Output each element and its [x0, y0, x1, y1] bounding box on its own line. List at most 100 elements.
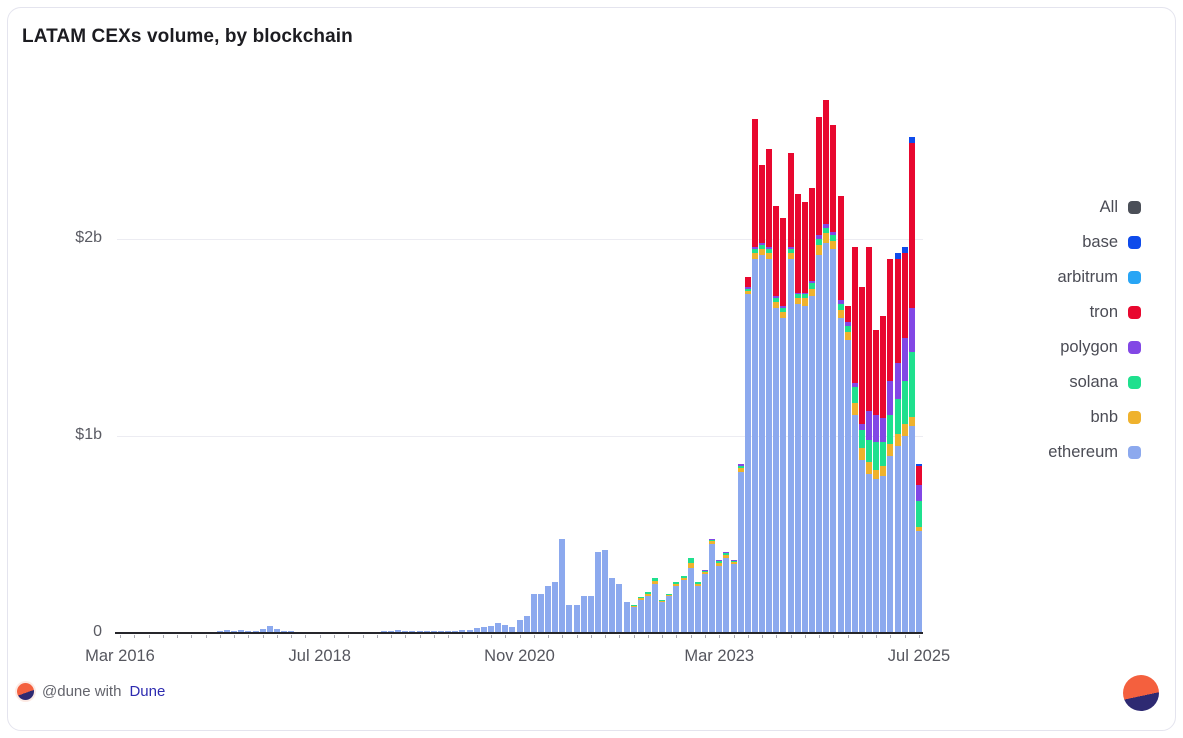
solana-segment	[630, 605, 637, 607]
bar-month-61[interactable]	[552, 581, 559, 633]
bar-month-14[interactable]	[216, 630, 223, 633]
bar-month-87[interactable]	[737, 463, 744, 633]
bar-month-56[interactable]	[516, 619, 523, 633]
bar-month-74[interactable]	[644, 591, 651, 633]
bar-month-86[interactable]	[730, 560, 737, 633]
bar-month-79[interactable]	[680, 575, 687, 633]
bar-month-63[interactable]	[566, 605, 573, 633]
bar-month-104[interactable]	[858, 286, 865, 633]
bar-month-20[interactable]	[259, 629, 266, 633]
bar-month-78[interactable]	[673, 581, 680, 633]
bar-month-101[interactable]	[837, 196, 844, 633]
bar-month-38[interactable]	[388, 630, 395, 633]
bar-month-59[interactable]	[537, 593, 544, 633]
bar-month-22[interactable]	[273, 628, 280, 633]
bar-month-39[interactable]	[395, 630, 402, 633]
bar-month-108[interactable]	[887, 259, 894, 633]
legend-item-tron[interactable]: tron	[1048, 295, 1141, 330]
bar-month-109[interactable]	[894, 253, 901, 633]
bar-month-98[interactable]	[816, 117, 823, 633]
bar-month-47[interactable]	[452, 630, 459, 633]
bar-month-68[interactable]	[602, 550, 609, 633]
bar-month-70[interactable]	[616, 583, 623, 633]
dune-link[interactable]: Dune	[129, 683, 166, 700]
bar-month-64[interactable]	[573, 605, 580, 633]
bnb-segment	[816, 245, 823, 256]
legend-item-arbitrum[interactable]: arbitrum	[1048, 260, 1141, 295]
tron-segment	[787, 152, 794, 248]
bar-month-96[interactable]	[801, 201, 808, 633]
bar-month-90[interactable]	[759, 164, 766, 633]
ethereum-segment	[659, 601, 666, 633]
bar-month-85[interactable]	[723, 552, 730, 633]
bar-month-17[interactable]	[238, 630, 245, 633]
bar-month-84[interactable]	[716, 560, 723, 633]
bar-month-95[interactable]	[794, 194, 801, 633]
bar-month-89[interactable]	[751, 119, 758, 633]
solana-segment	[801, 294, 808, 299]
bar-month-88[interactable]	[744, 276, 751, 633]
bar-month-51[interactable]	[480, 627, 487, 633]
bar-month-97[interactable]	[808, 188, 815, 633]
bar-month-82[interactable]	[701, 570, 708, 633]
bar-month-102[interactable]	[844, 306, 851, 633]
bar-month-76[interactable]	[659, 599, 666, 633]
bar-month-69[interactable]	[609, 577, 616, 633]
bar-month-41[interactable]	[409, 630, 416, 633]
bar-month-110[interactable]	[901, 247, 908, 633]
bar-month-58[interactable]	[530, 593, 537, 633]
legend-item-solana[interactable]: solana	[1048, 365, 1141, 400]
bar-month-60[interactable]	[545, 585, 552, 633]
bar-month-48[interactable]	[459, 630, 466, 633]
tron-segment	[830, 125, 837, 232]
bar-month-72[interactable]	[630, 605, 637, 633]
bar-month-54[interactable]	[502, 625, 509, 633]
dune-logo-icon[interactable]	[1123, 675, 1159, 711]
polygon-segment	[723, 552, 730, 554]
bar-month-73[interactable]	[637, 596, 644, 633]
tron-segment	[816, 117, 823, 236]
bar-month-111[interactable]	[908, 137, 915, 633]
bar-month-107[interactable]	[880, 316, 887, 633]
bar-month-103[interactable]	[851, 247, 858, 633]
legend-item-base[interactable]: base	[1048, 225, 1141, 260]
legend-item-ethereum[interactable]: ethereum	[1048, 435, 1141, 470]
bar-month-100[interactable]	[830, 125, 837, 633]
bar-month-62[interactable]	[559, 538, 566, 633]
axis-tick	[134, 635, 136, 638]
bar-month-67[interactable]	[594, 552, 601, 633]
legend-item-bnb[interactable]: bnb	[1048, 400, 1141, 435]
bar-month-106[interactable]	[873, 329, 880, 633]
bar-month-52[interactable]	[487, 625, 494, 633]
bar-month-55[interactable]	[509, 627, 516, 633]
bar-month-94[interactable]	[787, 152, 794, 633]
legend-item-all[interactable]: All	[1048, 190, 1141, 225]
bar-month-50[interactable]	[473, 628, 480, 633]
bar-month-21[interactable]	[266, 626, 273, 633]
ethereum-segment	[680, 579, 687, 633]
bar-month-40[interactable]	[402, 630, 409, 633]
bar-month-99[interactable]	[823, 99, 830, 633]
bar-month-93[interactable]	[780, 217, 787, 633]
bar-month-57[interactable]	[523, 615, 530, 633]
bar-month-83[interactable]	[709, 538, 716, 633]
bar-month-81[interactable]	[694, 581, 701, 633]
bar-month-23[interactable]	[281, 630, 288, 633]
bar-month-65[interactable]	[580, 595, 587, 633]
bar-month-80[interactable]	[687, 558, 694, 633]
bar-month-66[interactable]	[587, 595, 594, 633]
bar-month-15[interactable]	[224, 630, 230, 633]
bar-month-71[interactable]	[623, 601, 630, 633]
bar-month-75[interactable]	[652, 577, 659, 633]
bar-month-53[interactable]	[495, 623, 502, 633]
bar-month-112[interactable]	[916, 463, 922, 633]
bar-month-105[interactable]	[866, 247, 873, 633]
ethereum-segment	[687, 568, 694, 633]
axis-tick	[334, 635, 336, 638]
legend-item-polygon[interactable]: polygon	[1048, 330, 1141, 365]
bar-month-92[interactable]	[773, 205, 780, 633]
bar-month-49[interactable]	[466, 629, 473, 633]
ethereum-segment	[466, 629, 473, 633]
bar-month-77[interactable]	[666, 593, 673, 633]
bar-month-91[interactable]	[766, 148, 773, 633]
